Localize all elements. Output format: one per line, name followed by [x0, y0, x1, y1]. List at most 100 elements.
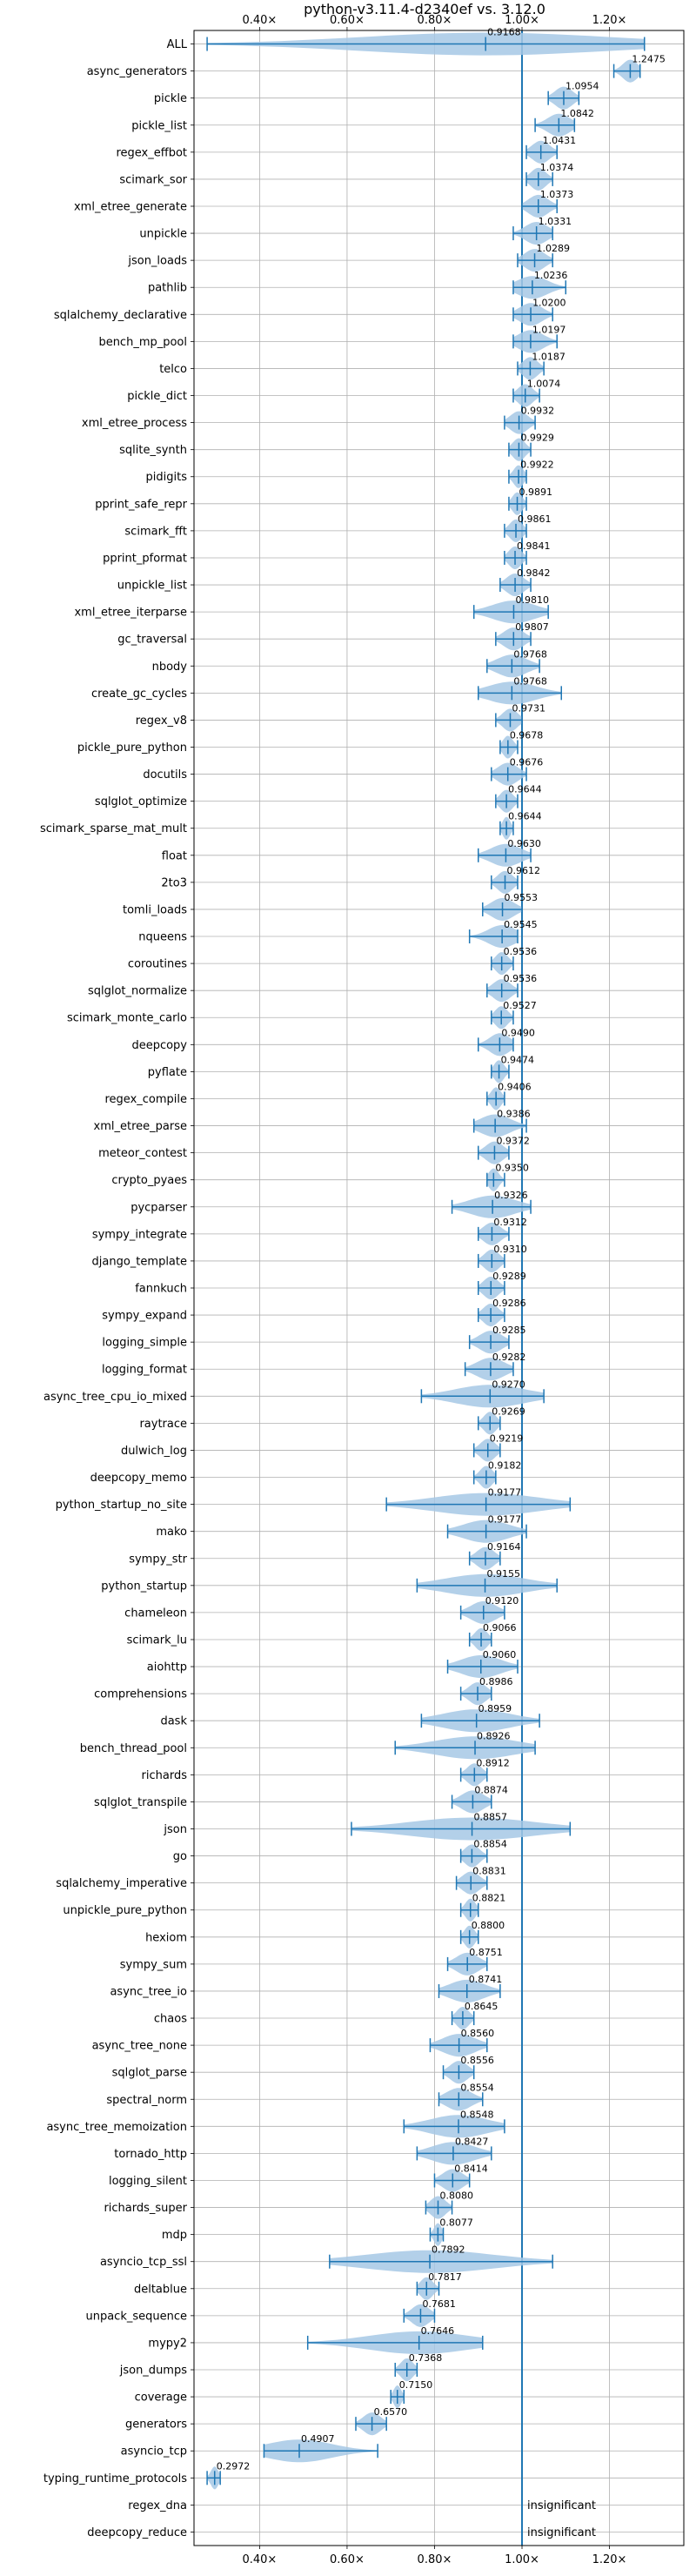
y-tick-label: go: [173, 1850, 187, 1863]
value-label: 1.2475: [632, 54, 666, 65]
value-label: 0.9768: [513, 648, 547, 660]
y-tick-label: sympy_integrate: [92, 1228, 187, 1241]
y-tick-label: meteor_contest: [98, 1147, 187, 1160]
y-tick-label: unpickle_pure_python: [63, 1904, 187, 1917]
value-label: 0.9060: [483, 1649, 517, 1660]
value-label: 0.6570: [374, 2406, 408, 2418]
y-tick-label: unpickle_list: [117, 580, 187, 593]
value-label: 0.7150: [399, 2379, 433, 2391]
y-tick-label: scimark_sor: [119, 173, 187, 186]
y-tick-label: deepcopy_memo: [90, 1472, 187, 1485]
value-label: 0.9270: [492, 1379, 525, 1390]
y-tick-label: sqlite_synth: [119, 444, 187, 457]
y-tick-label: logging_format: [102, 1364, 187, 1377]
y-tick-label: pickle_dict: [127, 390, 187, 403]
value-label: 0.9285: [492, 1325, 526, 1336]
y-tick-label: gc_traversal: [117, 634, 187, 647]
y-tick-label: regex_dna: [128, 2499, 187, 2512]
y-tick-label: django_template: [92, 1255, 187, 1268]
value-label: 0.8427: [455, 2136, 489, 2147]
value-label: 1.0187: [532, 351, 566, 362]
y-tick-label: regex_v8: [136, 714, 187, 728]
y-tick-label: pathlib: [148, 282, 187, 295]
y-tick-label: sympy_sum: [120, 1958, 187, 1971]
value-label: 0.7368: [409, 2352, 443, 2364]
value-label: 1.0074: [527, 379, 561, 390]
value-label: 0.9182: [488, 1460, 522, 1472]
value-label: 0.7681: [422, 2298, 455, 2310]
y-tick-label: raytrace: [139, 1418, 187, 1431]
value-label: 0.9810: [515, 594, 549, 606]
value-label: 0.9372: [496, 1136, 530, 1147]
y-tick-label: xml_etree_iterparse: [74, 607, 187, 620]
value-label: 0.9406: [498, 1081, 532, 1092]
y-tick-label: unpickle: [139, 228, 187, 241]
y-tick-label: create_gc_cycles: [91, 688, 187, 701]
y-tick-label: scimark_sparse_mat_mult: [40, 822, 187, 835]
y-tick-label: python_startup_no_site: [56, 1499, 187, 1512]
y-tick-label: asyncio_tcp: [121, 2445, 187, 2459]
y-tick-label: async_tree_memoization: [46, 2121, 187, 2134]
y-tick-label: hexiom: [145, 1931, 187, 1944]
value-label: 0.8645: [465, 2001, 499, 2012]
value-label: 1.0331: [539, 216, 572, 227]
value-label: 0.9536: [504, 973, 538, 984]
y-tick-label: sympy_str: [129, 1553, 187, 1566]
x-tick-label-bottom: 1.00×: [505, 2553, 539, 2566]
value-label: 0.8874: [474, 1784, 508, 1795]
value-label: 0.9553: [505, 892, 539, 903]
y-tick-label: mdp: [162, 2229, 187, 2242]
value-label: 0.9932: [521, 406, 555, 417]
value-label: 0.9120: [485, 1595, 519, 1607]
x-tick-label-top: 1.00×: [505, 14, 539, 27]
x-tick-label-top: 1.20×: [592, 14, 627, 27]
grid-layer: [194, 30, 684, 2546]
value-label: 0.9929: [520, 433, 554, 444]
y-tick-label: nqueens: [138, 931, 187, 944]
y-tick-label: richards: [142, 1769, 188, 1782]
y-tick-label: sqlglot_optimize: [95, 795, 187, 808]
x-tick-label-bottom: 0.80×: [418, 2553, 452, 2566]
value-label: 0.7817: [428, 2271, 461, 2283]
y-tick-label: mypy2: [148, 2337, 187, 2350]
value-label: 1.0200: [532, 297, 566, 308]
y-tick-label: pickle_list: [131, 119, 187, 132]
value-label: 0.8741: [469, 1974, 503, 1985]
y-tick-label: coroutines: [128, 958, 187, 971]
value-label: 0.2972: [217, 2460, 251, 2472]
y-tick-label: sqlalchemy_declarative: [54, 309, 187, 322]
value-label: 0.9219: [490, 1432, 524, 1444]
value-label: 0.9177: [488, 1487, 522, 1499]
x-tick-label-bottom: 1.20×: [592, 2553, 627, 2566]
x-tick-label-top: 0.40×: [242, 14, 277, 27]
y-tick-label: async_tree_none: [92, 2040, 187, 2053]
value-label: 1.0954: [566, 81, 599, 92]
y-tick-label: coverage: [135, 2392, 187, 2405]
value-label: 0.9164: [487, 1541, 521, 1553]
insignificant-label: insignificant: [527, 2526, 596, 2539]
y-tick-label: async_tree_cpu_io_mixed: [44, 1391, 187, 1404]
y-tick-label: dulwich_log: [121, 1445, 187, 1458]
y-tick-label: regex_effbot: [116, 146, 187, 159]
value-label: 0.7892: [432, 2244, 465, 2256]
y-tick-label: sqlglot_transpile: [94, 1796, 187, 1809]
y-tick-label: crypto_pyaes: [111, 1174, 187, 1187]
y-tick-label: ALL: [167, 38, 188, 51]
value-label: 0.9326: [494, 1190, 528, 1201]
y-tick-label: logging_silent: [109, 2175, 187, 2188]
y-tick-label: bench_thread_pool: [80, 1742, 187, 1755]
y-tick-label: sqlglot_parse: [112, 2067, 187, 2080]
y-tick-label: regex_compile: [104, 1093, 187, 1106]
plot-frame: [193, 30, 685, 2546]
value-label: 0.8831: [472, 1866, 506, 1877]
y-tick-label: xml_etree_parse: [94, 1120, 187, 1133]
chart-title: python-v3.11.4-d2340ef vs. 3.12.0: [304, 1, 545, 17]
y-tick-label: tornado_http: [114, 2148, 187, 2161]
value-label: 1.0842: [560, 108, 594, 119]
value-label: 0.8912: [476, 1757, 510, 1768]
value-label: 0.9678: [510, 729, 544, 741]
value-label: 0.9644: [508, 784, 542, 795]
y-tick-label: comprehensions: [94, 1688, 187, 1701]
y-tick-label: pickle: [154, 92, 187, 105]
value-label: 0.9310: [493, 1244, 527, 1255]
